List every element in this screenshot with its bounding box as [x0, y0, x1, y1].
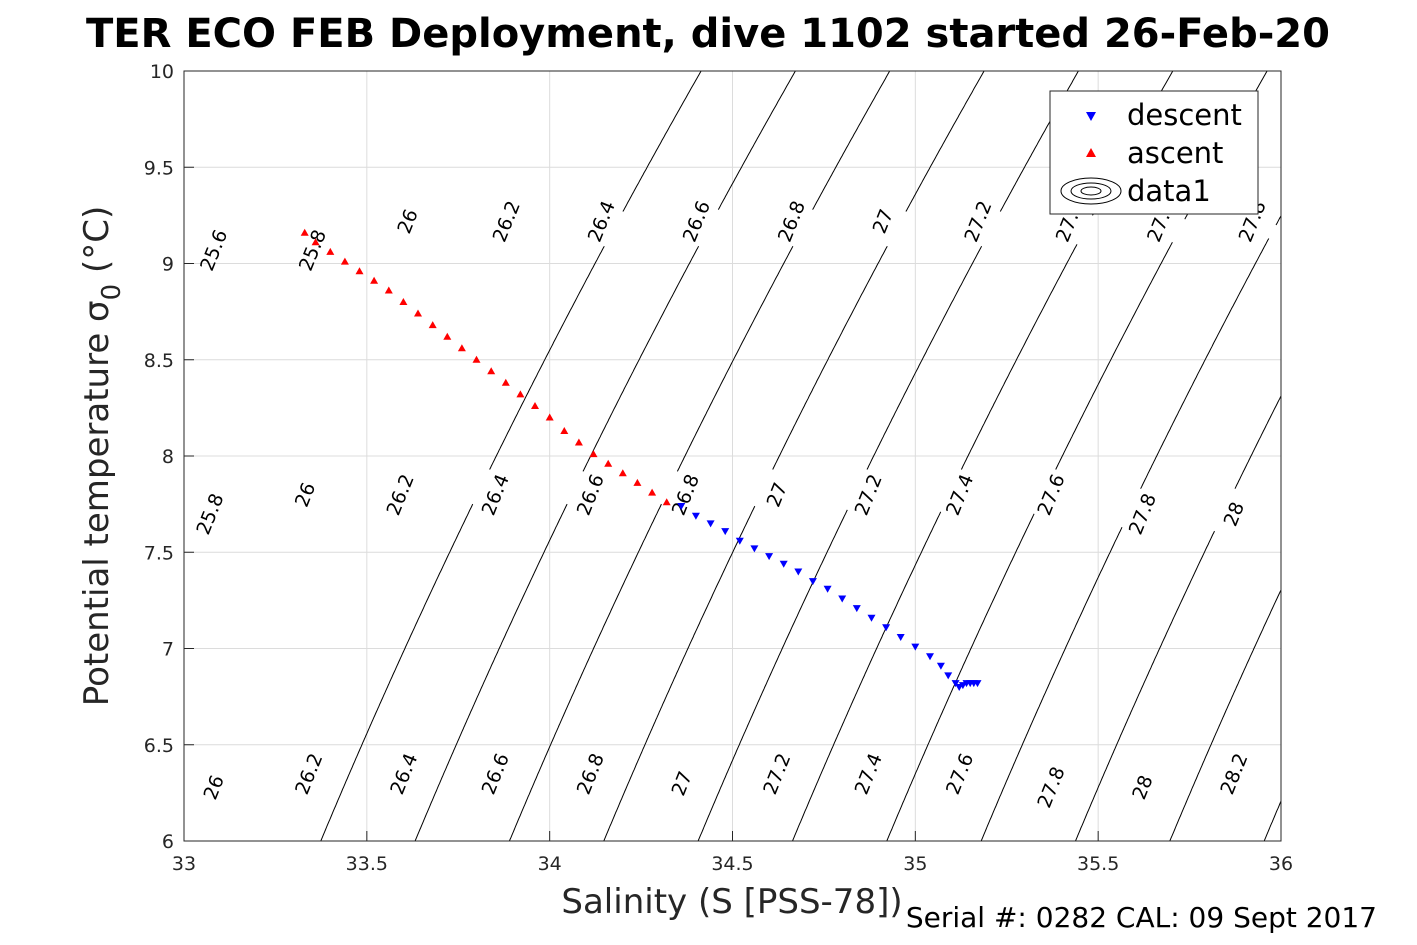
y-axis-label: Potential temperature σ0 (°C) [77, 206, 127, 706]
ascent-point [300, 228, 309, 236]
descent-point [852, 605, 861, 613]
descent-point [823, 585, 832, 593]
ascent-point [443, 332, 452, 340]
y-tick-label: 10 [150, 61, 174, 83]
chart-title: TER ECO FEB Deployment, dive 1102 starte… [86, 11, 1330, 57]
ascent-point [604, 459, 613, 467]
y-tick-label: 9.5 [144, 157, 174, 179]
descent-point [926, 653, 934, 661]
legend-ascent-label: ascent [1127, 136, 1223, 170]
y-tick-label: 9 [162, 254, 174, 276]
ascent-point [574, 438, 583, 446]
x-tick-label: 36 [1269, 853, 1293, 875]
ascent-point [326, 247, 335, 255]
descent-point [765, 553, 774, 561]
descent-point [779, 560, 788, 568]
density-contour-line [320, 71, 702, 841]
ascent-point [457, 344, 466, 352]
ascent-point [560, 427, 569, 434]
x-tick-label: 33 [172, 853, 196, 875]
x-tick-label: 33.5 [346, 853, 388, 875]
descent-point [973, 680, 982, 688]
ascent-point [472, 355, 481, 363]
y-tick-label: 6 [162, 831, 174, 853]
x-tick-label: 35 [903, 853, 927, 875]
ascent-point [531, 402, 539, 409]
y-axis-ticks: 6 6.5 7 7.5 8 8.5 9 9.5 10 [144, 61, 194, 853]
ascent-point [370, 276, 379, 284]
series-descent [677, 503, 982, 691]
ascent-point [545, 413, 554, 421]
x-tick-label: 35.5 [1077, 853, 1119, 875]
ascent-point [399, 298, 408, 305]
density-contour-line [508, 71, 891, 841]
legend-ascent-marker [1086, 148, 1096, 157]
density-contour-line [1074, 394, 1281, 841]
legend: descent ascent data1 [1049, 90, 1259, 215]
descent-point [691, 512, 700, 520]
x-axis-label: Salinity (S [PSS-78]) [561, 882, 902, 922]
descent-point [677, 503, 686, 510]
descent-point [882, 624, 891, 632]
density-contour-line [603, 71, 985, 841]
descent-point [808, 578, 817, 586]
ascent-point [384, 286, 393, 294]
serial-calibration-text: Serial #: 0282 CAL: 09 Sept 2017 [906, 901, 1377, 934]
legend-descent-label: descent [1127, 98, 1242, 132]
legend-descent-marker [1086, 112, 1096, 121]
descent-point [838, 595, 847, 603]
ascent-point [618, 469, 627, 477]
descent-point [896, 634, 905, 641]
y-axis-label-subscript: 0 [97, 284, 127, 301]
density-contour-line [980, 214, 1281, 841]
ascent-point [414, 309, 422, 317]
y-axis-label-main: Potential temperature σ [77, 300, 117, 706]
legend-box [1049, 90, 1259, 215]
legend-data1-contour-icon [1060, 177, 1122, 205]
descent-point [706, 520, 715, 528]
descent-point [750, 545, 759, 553]
ascent-point [501, 378, 510, 386]
legend-data1-label: data1 [1127, 174, 1211, 208]
ascent-point [589, 450, 598, 458]
ascent-point [516, 390, 525, 398]
descent-point [867, 614, 876, 622]
descent-point [944, 672, 953, 680]
ascent-point [662, 498, 671, 506]
ascent-point [648, 488, 657, 496]
ascent-point [355, 267, 364, 275]
x-tick-label: 34 [538, 853, 562, 875]
x-axis-ticks: 33 33.5 34 34.5 35 35.5 36 [172, 831, 1293, 875]
x-tick-label: 34.5 [711, 853, 753, 875]
ascent-point [311, 238, 320, 246]
y-tick-label: 8.5 [144, 350, 174, 372]
density-contour-line [1169, 588, 1281, 841]
ascent-point [487, 367, 496, 375]
y-tick-label: 7 [162, 639, 174, 661]
y-tick-label: 7.5 [144, 542, 174, 564]
descent-point [721, 528, 730, 536]
descent-point [951, 680, 960, 688]
ascent-point [633, 478, 642, 486]
descent-point [794, 568, 803, 576]
y-tick-label: 8 [162, 446, 174, 468]
series-ascent [300, 228, 671, 506]
y-axis-label-unit: (°C) [77, 206, 117, 284]
descent-point [936, 662, 945, 670]
ascent-point [340, 257, 349, 265]
density-contour-line [414, 71, 796, 841]
descent-point [911, 643, 920, 651]
y-tick-label: 6.5 [144, 735, 174, 757]
descent-point [735, 537, 744, 545]
ascent-point [428, 321, 437, 329]
